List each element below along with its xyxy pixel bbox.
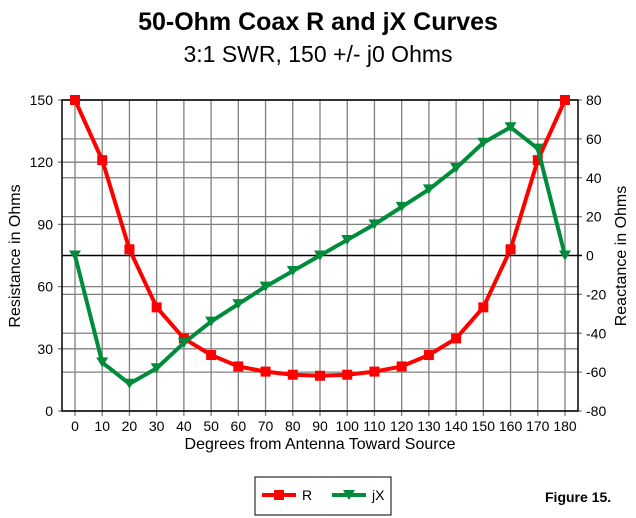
data-point-r <box>532 155 543 166</box>
data-point-jx <box>286 266 299 277</box>
y2-tick-label: 60 <box>586 131 602 147</box>
x-tick-label: 60 <box>231 418 247 434</box>
data-point-r <box>151 302 162 313</box>
data-point-jx <box>341 234 354 245</box>
data-point-jx <box>422 184 435 195</box>
x-tick-label: 30 <box>149 418 165 434</box>
data-point-r <box>451 333 462 344</box>
figure-caption: Figure 15. <box>545 489 611 505</box>
y-tick-label: 90 <box>37 216 53 232</box>
x-tick-label: 160 <box>499 418 523 434</box>
y-tick-label: 0 <box>45 403 53 419</box>
x-tick-label: 180 <box>553 418 577 434</box>
data-point-r <box>233 361 244 372</box>
y2-tick-label: -20 <box>586 286 606 302</box>
data-point-jx <box>123 378 136 389</box>
x-tick-label: 170 <box>526 418 550 434</box>
x-tick-label: 0 <box>71 418 79 434</box>
data-point-r <box>342 369 353 380</box>
x-tick-label: 110 <box>363 418 386 434</box>
y-tick-label: 60 <box>37 279 53 295</box>
data-point-jx <box>314 250 326 261</box>
data-point-jx <box>232 299 245 310</box>
y2-tick-label: 40 <box>586 170 602 186</box>
data-point-r <box>206 350 217 361</box>
legend-marker-jx <box>343 490 355 500</box>
x-tick-label: 130 <box>417 418 441 434</box>
y-axis-label: Resistance in Ohms <box>7 184 24 327</box>
y-tick-label: 120 <box>30 154 54 170</box>
chart-subtitle: 3:1 SWR, 150 +/- j0 Ohms <box>183 41 452 67</box>
y2-tick-label: 20 <box>586 209 602 225</box>
data-point-jx <box>259 281 272 292</box>
legend-label: R <box>302 487 312 503</box>
data-point-jx <box>96 357 109 368</box>
y2-tick-label: -60 <box>586 364 606 380</box>
data-point-r <box>560 95 570 105</box>
x-tick-label: 40 <box>176 418 192 434</box>
y-tick-label: 150 <box>30 92 54 108</box>
x-axis-label: Degrees from Antenna Toward Source <box>185 436 456 453</box>
series-layer <box>69 95 571 389</box>
legend-marker-r <box>274 490 284 500</box>
data-point-r <box>478 302 489 313</box>
y-tick-label: 30 <box>37 341 53 357</box>
y2-tick-label: 80 <box>586 92 602 108</box>
plot-frame <box>61 99 579 412</box>
data-point-r <box>423 350 434 361</box>
data-point-jx <box>531 143 544 154</box>
data-point-jx <box>150 363 163 374</box>
y2-tick-label: -80 <box>586 403 606 419</box>
data-point-r <box>287 369 298 380</box>
data-point-jx <box>177 337 190 348</box>
x-tick-label: 10 <box>94 418 110 434</box>
data-point-r <box>369 366 380 377</box>
data-point-r <box>70 95 80 105</box>
data-point-r <box>124 244 135 255</box>
data-point-jx <box>368 219 381 230</box>
y2-axis-label: Reactance in Ohms <box>613 186 630 327</box>
y2-tick-label: 0 <box>586 248 594 264</box>
data-point-r <box>97 155 108 166</box>
x-tick-label: 120 <box>390 418 414 434</box>
data-point-jx <box>559 250 571 261</box>
data-point-jx <box>205 316 218 327</box>
data-point-r <box>505 244 516 255</box>
x-tick-label: 140 <box>444 418 468 434</box>
x-tick-label: 20 <box>122 418 138 434</box>
data-point-r <box>315 370 325 381</box>
x-tick-label: 50 <box>203 418 219 434</box>
data-point-jx <box>69 250 81 261</box>
data-point-jx <box>395 201 408 212</box>
data-point-jx <box>450 163 463 174</box>
data-point-r <box>396 361 407 372</box>
legend-label: jX <box>371 487 385 503</box>
x-tick-label: 90 <box>312 418 328 434</box>
tick-labels: 0 10 20 30 40 50 60 70 80 90 100 110 120 130 140 150 160… <box>30 92 607 434</box>
x-tick-label: 80 <box>285 418 301 434</box>
data-point-r <box>260 366 271 377</box>
x-tick-label: 70 <box>258 418 274 434</box>
chart-title: 50-Ohm Coax R and jX Curves <box>138 8 498 36</box>
y2-tick-label: -40 <box>586 325 606 341</box>
data-point-jx <box>477 137 490 148</box>
x-tick-label: 150 <box>472 418 496 434</box>
data-point-jx <box>504 122 517 133</box>
x-tick-label: 100 <box>336 418 360 434</box>
